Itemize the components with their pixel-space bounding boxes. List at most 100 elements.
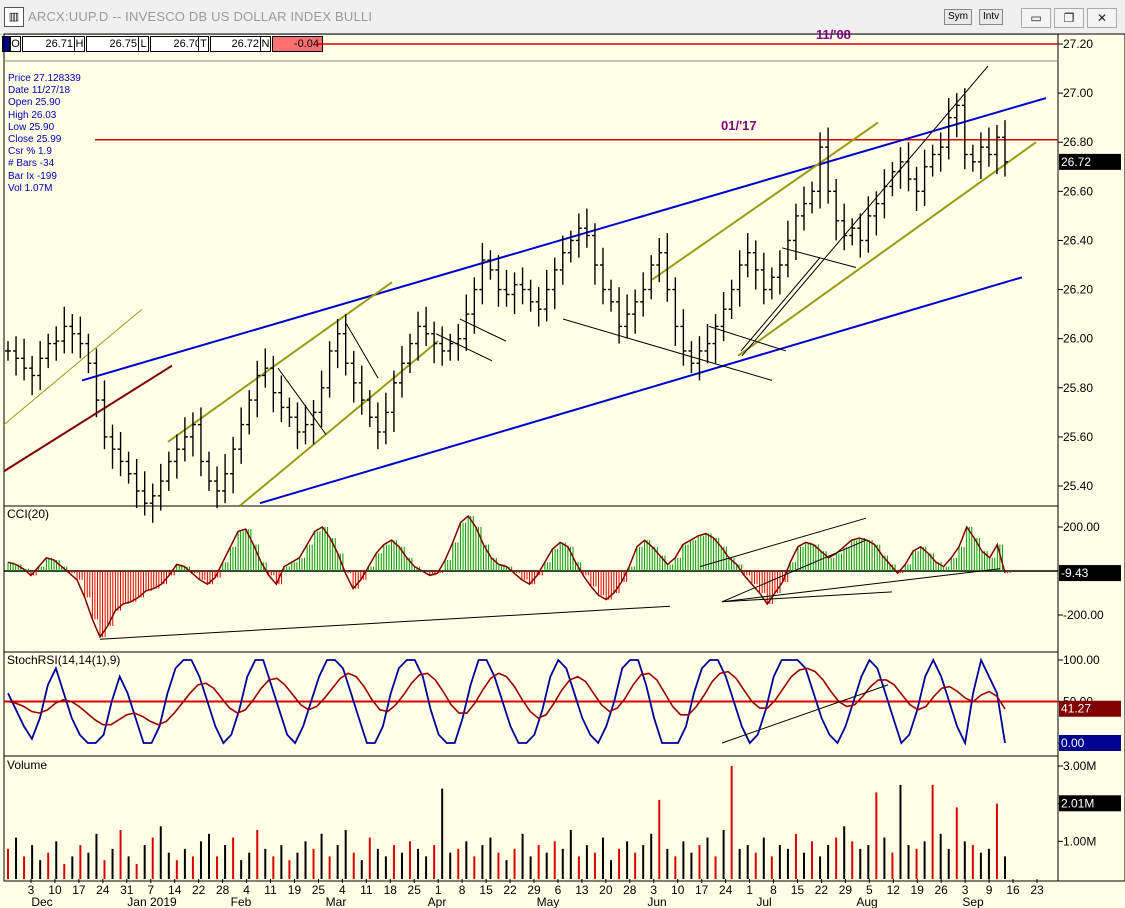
info-barix: Bar Ix -199 xyxy=(8,170,57,182)
restore-button[interactable]: ❐ xyxy=(1054,8,1084,28)
date-tick-label: 28 xyxy=(216,883,230,897)
date-tick-label: 5 xyxy=(866,883,873,897)
date-tick-label: 3 xyxy=(650,883,657,897)
price-axis-label: 26.60 xyxy=(1063,184,1093,198)
stochrsi-title: StochRSI(14,14(1),9) xyxy=(7,653,120,667)
olive-channel-4 xyxy=(737,141,1037,357)
cci-last-value: -9.43 xyxy=(1061,566,1089,580)
olive-channel-2 xyxy=(239,340,439,507)
month-label: Sep xyxy=(962,895,984,908)
price-axis-label: 25.80 xyxy=(1063,381,1093,395)
pattern-line-2 xyxy=(459,318,507,342)
panel-frames xyxy=(3,33,1125,882)
date-tick-label: 29 xyxy=(839,883,853,897)
date-tick-label: 19 xyxy=(911,883,925,897)
price-axis-label: 27.00 xyxy=(1063,86,1093,100)
title-bar: ▥ ARCX:UUP.D -- INVESCO DB US DOLLAR IND… xyxy=(0,0,1125,35)
panel-border-1 xyxy=(3,505,1059,653)
chart-app-icon[interactable]: ▥ xyxy=(4,7,24,27)
stochrsi-last-value: 0.00 xyxy=(1061,736,1085,750)
info-price: Price 27.128339 xyxy=(8,73,81,84)
maroon-trend-line xyxy=(3,364,173,473)
upper-channel-line xyxy=(81,97,1047,382)
close-button[interactable]: ✕ xyxy=(1087,8,1117,28)
cci-axis-label: -200.00 xyxy=(1063,608,1104,622)
stochrsi-trend-line xyxy=(721,684,889,744)
volume-axis-label: 3.00M xyxy=(1063,759,1096,773)
cci-axis-label: 200.00 xyxy=(1063,520,1100,534)
minimize-button[interactable]: ▭ xyxy=(1021,8,1051,28)
month-label: Jan 2019 xyxy=(127,895,177,908)
price-axis-label: 26.40 xyxy=(1063,233,1093,247)
date-tick-label: 17 xyxy=(695,883,709,897)
high-label: H xyxy=(74,36,85,52)
net-change-value: -0.04 xyxy=(272,36,323,52)
date-axis: 3 10 17 24 31 7 14 22 28 4 11 19 25 4 11 18 25 1 8 15 22 29 6 1… xyxy=(28,879,1044,908)
month-label: Mar xyxy=(326,895,347,908)
date-tick-label: 11 xyxy=(264,883,277,897)
pattern-line-3 xyxy=(435,333,493,362)
info-low: Low 25.90 xyxy=(8,121,55,133)
date-tick-label: 3 xyxy=(962,883,969,897)
pattern-line-6 xyxy=(741,65,989,357)
date-tick-label: 10 xyxy=(671,883,685,897)
price-axis-label: 25.40 xyxy=(1063,479,1093,493)
date-tick-label: 10 xyxy=(48,883,62,897)
price-axis-label: 27.20 xyxy=(1063,37,1093,51)
low-label: L xyxy=(138,36,149,52)
volume-last-value: 2.01M xyxy=(1061,796,1094,810)
panel-border-0 xyxy=(3,33,1059,507)
cci-trend-line-1 xyxy=(699,517,867,568)
info-csr: Csr % 1.9 xyxy=(8,146,52,158)
olive-channel-5 xyxy=(3,308,143,425)
info-open: Open 25.90 xyxy=(8,97,61,109)
month-label: May xyxy=(537,895,560,908)
pattern-line-1 xyxy=(708,325,787,352)
cci-line xyxy=(7,514,1006,639)
date-tick-label: 25 xyxy=(312,883,326,897)
cci-trend-line-4 xyxy=(721,568,1001,603)
stochrsi-signal-last-value-bg xyxy=(1059,700,1121,717)
price-axis-label: 26.00 xyxy=(1063,332,1093,346)
date-tick-label: 24 xyxy=(719,883,733,897)
volume-panel[interactable] xyxy=(7,766,1006,879)
stochrsi-axis-label: 100.00 xyxy=(1063,653,1100,667)
olive-channel-3 xyxy=(651,121,879,281)
date-tick-label: 13 xyxy=(575,883,589,897)
stochrsi-line xyxy=(7,657,1006,746)
date-tick-label: 19 xyxy=(288,883,302,897)
info-high: High 26.03 xyxy=(8,109,57,121)
month-label: Dec xyxy=(31,895,52,908)
pattern-line-0 xyxy=(562,318,773,381)
price-axis-label: 26.80 xyxy=(1063,135,1093,149)
date-tick-label: 7 xyxy=(147,883,154,897)
close-value: 26.72 xyxy=(210,36,263,52)
date-tick-label: 22 xyxy=(192,883,206,897)
intv-button[interactable]: Intv xyxy=(979,9,1004,25)
date-tick-label: 4 xyxy=(243,883,250,897)
high-value: 26.75 xyxy=(86,36,141,52)
date-tick-label: 12 xyxy=(887,883,901,897)
volume-last-value-bg xyxy=(1059,795,1121,812)
price-last-value: 26.72 xyxy=(1061,155,1091,169)
stochrsi-panel[interactable] xyxy=(4,657,1058,746)
date-tick-label: 26 xyxy=(935,883,949,897)
month-label: Jul xyxy=(756,895,771,908)
date-tick-label: 8 xyxy=(770,883,777,897)
stochrsi-last-value-bg xyxy=(1059,735,1121,751)
sym-button[interactable]: Sym xyxy=(944,9,972,25)
date-tick-label: 18 xyxy=(384,883,398,897)
cci-trend-line-3 xyxy=(721,591,893,603)
price-axis-label: 26.20 xyxy=(1063,283,1093,297)
date-tick-label: 1 xyxy=(746,883,753,897)
date-tick-label: 25 xyxy=(408,883,422,897)
net-label: N xyxy=(260,36,271,52)
open-value: 26.71 xyxy=(22,36,77,52)
olive-channel-1 xyxy=(167,281,393,443)
date-tick-label: 17 xyxy=(72,883,86,897)
price-panel[interactable] xyxy=(3,43,1058,523)
stochrsi-signal-line xyxy=(7,667,1006,726)
cci-panel[interactable] xyxy=(4,514,1058,640)
month-label: Feb xyxy=(231,895,252,908)
